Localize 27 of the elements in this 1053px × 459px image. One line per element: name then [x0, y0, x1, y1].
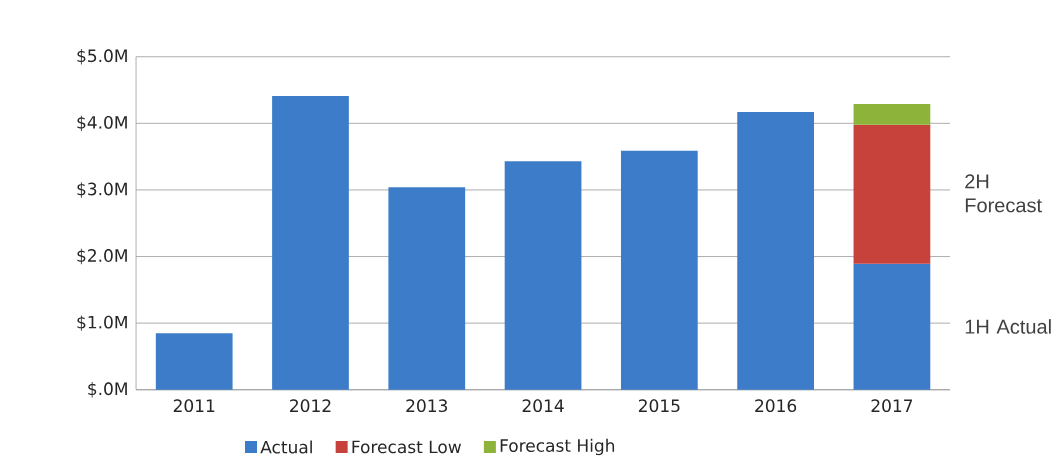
bar	[737, 112, 814, 390]
y-tick-label: $1.0M	[77, 315, 127, 331]
x-tick-label: 2012	[290, 399, 331, 413]
x-tick-label: 2017	[871, 399, 913, 413]
bar	[388, 187, 466, 390]
text: 2H Forecast	[965, 174, 1042, 213]
x-tick-label: 2015	[638, 399, 680, 413]
legend-label: Forecast High	[500, 438, 615, 456]
x-tick-label: 2013	[406, 399, 448, 413]
bar	[853, 124, 931, 264]
y-tick-label: $.0M	[88, 382, 127, 398]
x-tick-label: 2014	[522, 399, 564, 413]
y-tick-label: $3.0M	[77, 182, 127, 198]
x-tick-label: 2016	[755, 399, 797, 413]
bar	[853, 104, 931, 125]
bar	[853, 263, 931, 390]
bar	[272, 96, 349, 390]
legend-label: Actual	[260, 440, 312, 454]
bar	[504, 161, 582, 390]
text: 1H Actual	[965, 319, 1051, 334]
bar	[155, 333, 233, 390]
y-tick-label: $2.0M	[77, 248, 127, 265]
y-tick-label: $5.0M	[77, 49, 127, 65]
x-tick-label: 2011	[173, 399, 215, 413]
legend-label: Forecast Low	[352, 440, 461, 454]
bar	[620, 150, 698, 390]
y-tick-label: $4.0M	[77, 115, 127, 132]
